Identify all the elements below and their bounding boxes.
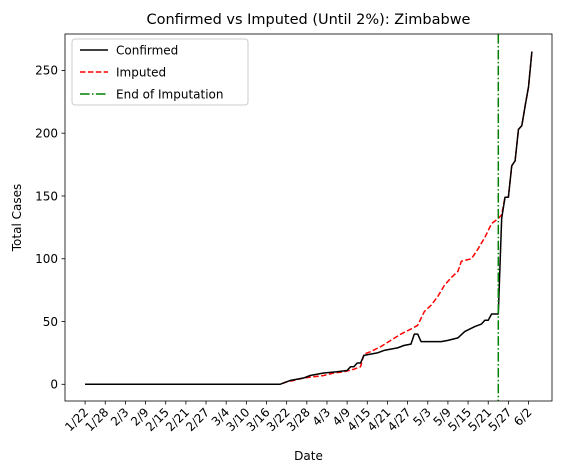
x-tick-label: 6/2 (511, 405, 535, 429)
x-tick-label: 5/3 (410, 405, 434, 429)
x-axis: 1/221/282/32/92/152/212/273/43/103/163/2… (62, 401, 535, 434)
y-tick-label: 150 (35, 189, 58, 203)
y-tick-label: 200 (35, 126, 58, 140)
y-tick-label: 250 (35, 64, 58, 78)
plot-lines (85, 34, 533, 401)
x-tick-label: 5/27 (486, 405, 515, 434)
y-tick-label: 50 (43, 315, 58, 329)
x-tick-label: 4/3 (310, 405, 334, 429)
x-tick-label: 2/3 (108, 405, 132, 429)
y-axis-label: Total Cases (10, 184, 24, 252)
x-axis-label: Date (294, 449, 323, 463)
legend-label-confirmed: Confirmed (116, 44, 178, 58)
y-tick-label: 100 (35, 252, 58, 266)
y-axis: 0 50 100 150 200 250 (35, 64, 65, 392)
y-tick-label: 0 (50, 378, 58, 392)
x-tick-label: 4/27 (385, 405, 414, 434)
series-line-confirmed (85, 51, 533, 386)
legend-label-imputed: Imputed (116, 66, 166, 80)
legend: Confirmed Imputed End of Imputation (71, 38, 249, 106)
legend-label-end-of-imputation: End of Imputation (116, 88, 224, 102)
plot-frame (64, 33, 553, 402)
chart-title: Confirmed vs Imputed (Until 2%): Zimbabw… (147, 12, 471, 28)
x-tick-label: 1/28 (82, 405, 111, 434)
x-tick-label: 2/27 (183, 405, 212, 434)
legend-box (71, 38, 249, 106)
x-tick-label: 3/28 (284, 405, 313, 434)
